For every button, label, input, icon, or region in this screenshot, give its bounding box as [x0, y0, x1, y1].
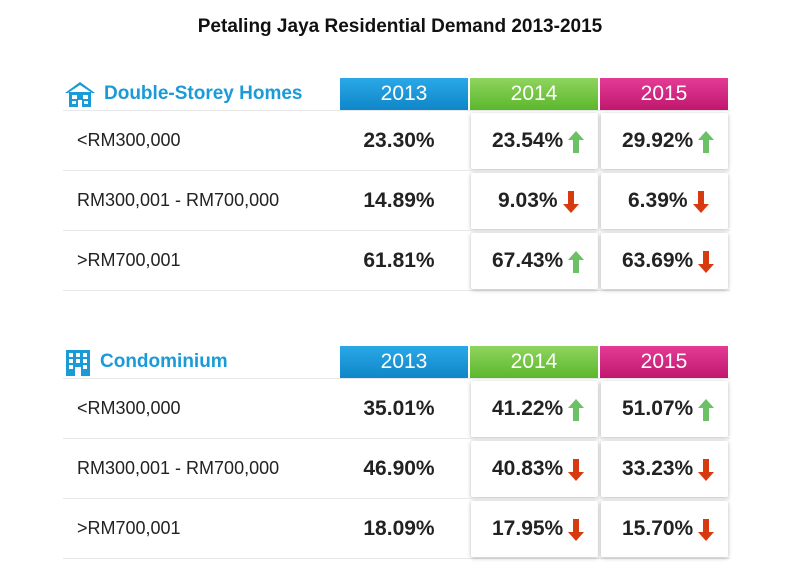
cell-2014: 17.95%: [471, 501, 598, 557]
arrow-up-icon: [697, 398, 715, 422]
year-header-2014: 2014: [470, 346, 598, 378]
value-2014: 23.54%: [492, 129, 564, 152]
value-2015: 33.23%: [622, 457, 694, 480]
cell-2014: 9.03%: [471, 173, 598, 229]
year-header-2013: 2013: [340, 346, 468, 378]
section-title: Double-Storey Homes: [104, 83, 303, 104]
cell-2014: 41.22%: [471, 381, 598, 437]
section-double-storey: Double-Storey Homes 2013 2014 2015 <RM30…: [63, 78, 730, 291]
table-rows: <RM300,000 23.30% 23.54% 29.92% RM300,001 - …: [63, 110, 730, 291]
cell-2015: 6.39%: [601, 173, 728, 229]
row-label: >RM700,001: [77, 250, 181, 270]
year-header-2015: 2015: [600, 346, 728, 378]
value-2014: 17.95%: [492, 517, 564, 540]
section-header: Condominium 2013 2014 2015: [63, 346, 730, 378]
value-2013: 14.89%: [363, 188, 435, 212]
value-2013: 61.81%: [363, 248, 435, 272]
cell-2015: 33.23%: [601, 441, 728, 497]
value-2015: 29.92%: [622, 129, 694, 152]
table-row: <RM300,000 35.01% 41.22% 51.07%: [63, 378, 730, 438]
arrow-down-icon: [697, 518, 715, 542]
cell-2014: 23.54%: [471, 113, 598, 169]
value-2013: 23.30%: [363, 128, 435, 152]
year-header-2015: 2015: [600, 78, 728, 110]
value-2015: 15.70%: [622, 517, 694, 540]
cell-2015: 29.92%: [601, 113, 728, 169]
arrow-down-icon: [567, 458, 585, 482]
value-2015: 51.07%: [622, 397, 694, 420]
cell-2015: 51.07%: [601, 381, 728, 437]
arrow-up-icon: [567, 398, 585, 422]
arrow-down-icon: [697, 250, 715, 274]
arrow-up-icon: [697, 130, 715, 154]
house-icon: [65, 82, 95, 107]
arrow-up-icon: [567, 250, 585, 274]
page-title: Petaling Jaya Residential Demand 2013-20…: [197, 16, 603, 37]
arrow-down-icon: [692, 190, 710, 214]
row-label: >RM700,001: [77, 518, 181, 538]
value-2015: 63.69%: [622, 249, 694, 272]
value-2014: 67.43%: [492, 249, 564, 272]
value-2014: 40.83%: [492, 457, 564, 480]
cell-2015: 63.69%: [601, 233, 728, 289]
section-condominium: Condominium 2013 2014 2015 <RM300,000 35.…: [63, 346, 730, 559]
row-label: <RM300,000: [77, 398, 181, 418]
year-header-2013: 2013: [340, 78, 468, 110]
section-header: Double-Storey Homes 2013 2014 2015: [63, 78, 730, 110]
value-2014: 9.03%: [498, 189, 558, 212]
arrow-down-icon: [562, 190, 580, 214]
row-label: RM300,001 - RM700,000: [77, 458, 280, 478]
value-2013: 46.90%: [363, 456, 435, 480]
year-header-2014: 2014: [470, 78, 598, 110]
cell-2015: 15.70%: [601, 501, 728, 557]
cell-2014: 40.83%: [471, 441, 598, 497]
section-title: Condominium: [100, 351, 228, 372]
table-row: <RM300,000 23.30% 23.54% 29.92%: [63, 110, 730, 170]
value-2015: 6.39%: [628, 189, 688, 212]
table-row: >RM700,001 61.81% 67.43% 63.69%: [63, 230, 730, 291]
value-2014: 41.22%: [492, 397, 564, 420]
table-row: RM300,001 - RM700,000 46.90% 40.83% 33.23%: [63, 438, 730, 498]
arrow-down-icon: [697, 458, 715, 482]
arrow-up-icon: [567, 130, 585, 154]
value-2013: 35.01%: [363, 396, 435, 420]
building-icon: [66, 350, 90, 376]
table-row: RM300,001 - RM700,000 14.89% 9.03% 6.39%: [63, 170, 730, 230]
table-rows: <RM300,000 35.01% 41.22% 51.07% RM300,001 - …: [63, 378, 730, 559]
table-row: >RM700,001 18.09% 17.95% 15.70%: [63, 498, 730, 559]
row-label: <RM300,000: [77, 130, 181, 150]
row-label: RM300,001 - RM700,000: [77, 190, 280, 210]
arrow-down-icon: [567, 518, 585, 542]
cell-2014: 67.43%: [471, 233, 598, 289]
value-2013: 18.09%: [363, 516, 435, 540]
